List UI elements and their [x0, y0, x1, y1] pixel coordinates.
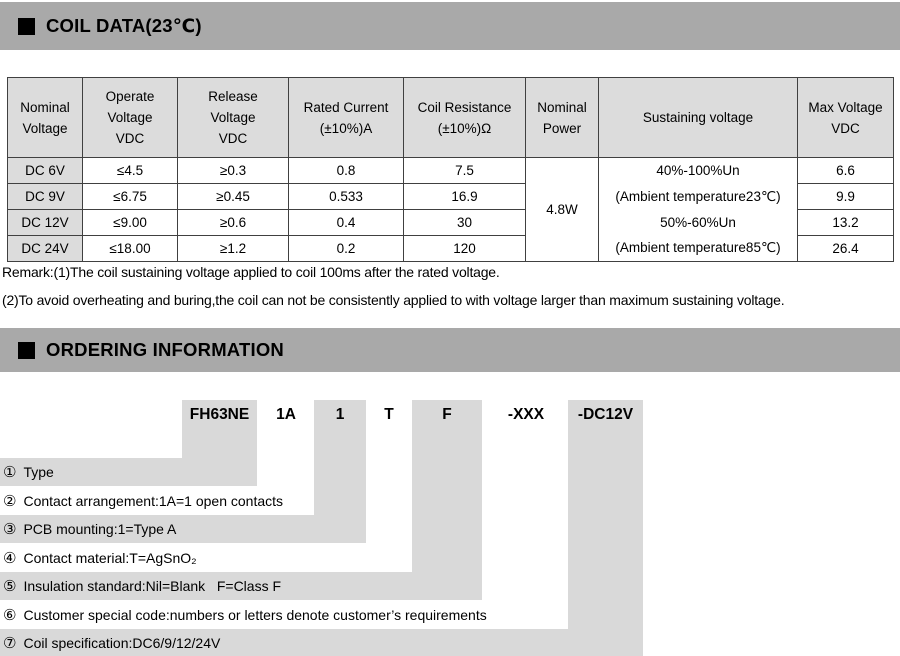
table-header-row: Nominal Voltage Operate Voltage VDC Rele…	[7, 77, 894, 158]
circled-number-5: ⑤	[3, 577, 17, 595]
header-nominal-voltage: Nominal Voltage	[7, 77, 83, 158]
code-part-contact-arrangement: 1A	[276, 406, 296, 423]
header-max-voltage: Max Voltage VDC	[797, 77, 894, 158]
cell-nominal-voltage: DC 9V	[7, 183, 83, 211]
cell-release-voltage: ≥0.6	[177, 209, 289, 237]
circled-number-3: ③	[3, 520, 17, 538]
black-square-bullet-icon	[18, 17, 35, 35]
code-part-insulation: F	[442, 406, 452, 423]
cell-release-voltage: ≥1.2	[177, 235, 289, 263]
list-item-type: ① Type	[0, 457, 54, 486]
header-operate-voltage: Operate Voltage VDC	[82, 77, 178, 158]
cell-coil-resistance: 120	[403, 235, 526, 263]
cell-rated-current: 0.4	[288, 209, 404, 237]
list-item-customer-special-code: ⑥ Customer special code:numbers or lette…	[0, 600, 487, 629]
cell-coil-resistance: 16.9	[403, 183, 526, 211]
header-coil-resistance: Coil Resistance (±10%)Ω	[403, 77, 526, 158]
cell-operate-voltage: ≤9.00	[82, 209, 178, 237]
code-part-coil-spec: -DC12V	[577, 406, 634, 423]
cell-nominal-voltage: DC 6V	[7, 156, 83, 185]
item-label: PCB mounting:1=Type A	[23, 520, 177, 537]
ordering-information-title: ORDERING INFORMATION	[46, 339, 284, 360]
cell-operate-voltage: ≤18.00	[82, 235, 178, 263]
header-release-voltage: Release Voltage VDC	[177, 77, 289, 158]
section-header-ordering-information: ORDERING INFORMATION	[0, 328, 900, 372]
table-row: DC 12V ≤9.00 ≥0.6 0.4 30 13.2	[7, 209, 894, 237]
list-item-contact-material: ④ Contact material:T=AgSnO₂	[0, 543, 197, 572]
cell-nominal-voltage: DC 24V	[7, 235, 83, 263]
black-square-bullet-icon	[18, 341, 35, 359]
item-label: Coil specification:DC6/9/12/24V	[23, 634, 221, 651]
circled-number-1: ①	[3, 463, 17, 481]
cell-rated-current: 0.2	[288, 235, 404, 263]
table-row: DC 24V ≤18.00 ≥1.2 0.2 120 26.4	[7, 235, 894, 263]
item-label: Contact arrangement:1A=1 open contacts	[23, 492, 284, 509]
cell-coil-resistance: 30	[403, 209, 526, 237]
ordering-rowbar-insulation	[0, 572, 482, 600]
code-part-customer-code: -XXX	[507, 406, 545, 423]
circled-number-2: ②	[3, 492, 17, 510]
header-nominal-power: Nominal Power	[525, 77, 599, 158]
item-label: Customer special code:numbers or letters…	[23, 606, 487, 623]
list-item-pcb-mounting: ③ PCB mounting:1=Type A	[0, 514, 176, 543]
coil-data-table: Nominal Voltage Operate Voltage VDC Rele…	[7, 77, 894, 263]
section-header-coil-data: COIL DATA(23℃)	[0, 2, 900, 50]
cell-max-voltage: 9.9	[797, 183, 894, 211]
list-item-coil-specification: ⑦ Coil specification:DC6/9/12/24V	[0, 628, 220, 656]
table-row: DC 9V ≤6.75 ≥0.45 0.533 16.9 9.9	[7, 183, 894, 211]
code-part-pcb-mounting: 1	[335, 406, 345, 423]
cell-rated-current: 0.8	[288, 156, 404, 185]
cell-sustaining-voltage: 40%-100%Un (Ambient temperature23℃) 50%-…	[598, 156, 798, 263]
ordering-rowbar-type	[0, 458, 257, 486]
coil-data-title: COIL DATA(23℃)	[46, 15, 202, 36]
circled-number-4: ④	[3, 549, 17, 567]
ordering-column-coil-specification	[568, 400, 643, 656]
list-item-contact-arrangement: ② Contact arrangement:1A=1 open contacts	[0, 486, 283, 515]
ordering-column-insulation	[412, 400, 482, 600]
cell-operate-voltage: ≤4.5	[82, 156, 178, 185]
item-label: Contact material:T=AgSnO₂	[23, 549, 197, 566]
cell-nominal-power: 4.8W	[525, 156, 599, 263]
header-sustaining-voltage: Sustaining voltage	[598, 77, 798, 158]
cell-coil-resistance: 7.5	[403, 156, 526, 185]
circled-number-6: ⑥	[3, 606, 17, 624]
list-item-insulation-standard: ⑤ Insulation standard:Nil=Blank F=Class …	[0, 571, 281, 600]
remark-line-1: Remark:(1)The coil sustaining voltage ap…	[2, 264, 500, 280]
cell-rated-current: 0.533	[288, 183, 404, 211]
code-part-type: FH63NE	[189, 406, 250, 423]
cell-operate-voltage: ≤6.75	[82, 183, 178, 211]
header-rated-current: Rated Current (±10%)A	[288, 77, 404, 158]
cell-release-voltage: ≥0.3	[177, 156, 289, 185]
ordering-rowbar-coil-specification	[0, 629, 643, 656]
remark-line-2: (2)To avoid overheating and buring,the c…	[2, 292, 785, 308]
ordering-rowbar-pcb-mounting	[0, 515, 366, 543]
item-label: Insulation standard:Nil=Blank F=Class F	[23, 577, 282, 594]
cell-max-voltage: 26.4	[797, 235, 894, 263]
table-row: DC 6V ≤4.5 ≥0.3 0.8 7.5 4.8W 40%-100%Un …	[7, 156, 894, 263]
cell-nominal-voltage: DC 12V	[7, 209, 83, 237]
cell-max-voltage: 6.6	[797, 156, 894, 185]
cell-max-voltage: 13.2	[797, 209, 894, 237]
circled-number-7: ⑦	[3, 634, 17, 652]
cell-release-voltage: ≥0.45	[177, 183, 289, 211]
code-part-contact-material: T	[384, 406, 394, 423]
item-label: Type	[23, 463, 54, 480]
